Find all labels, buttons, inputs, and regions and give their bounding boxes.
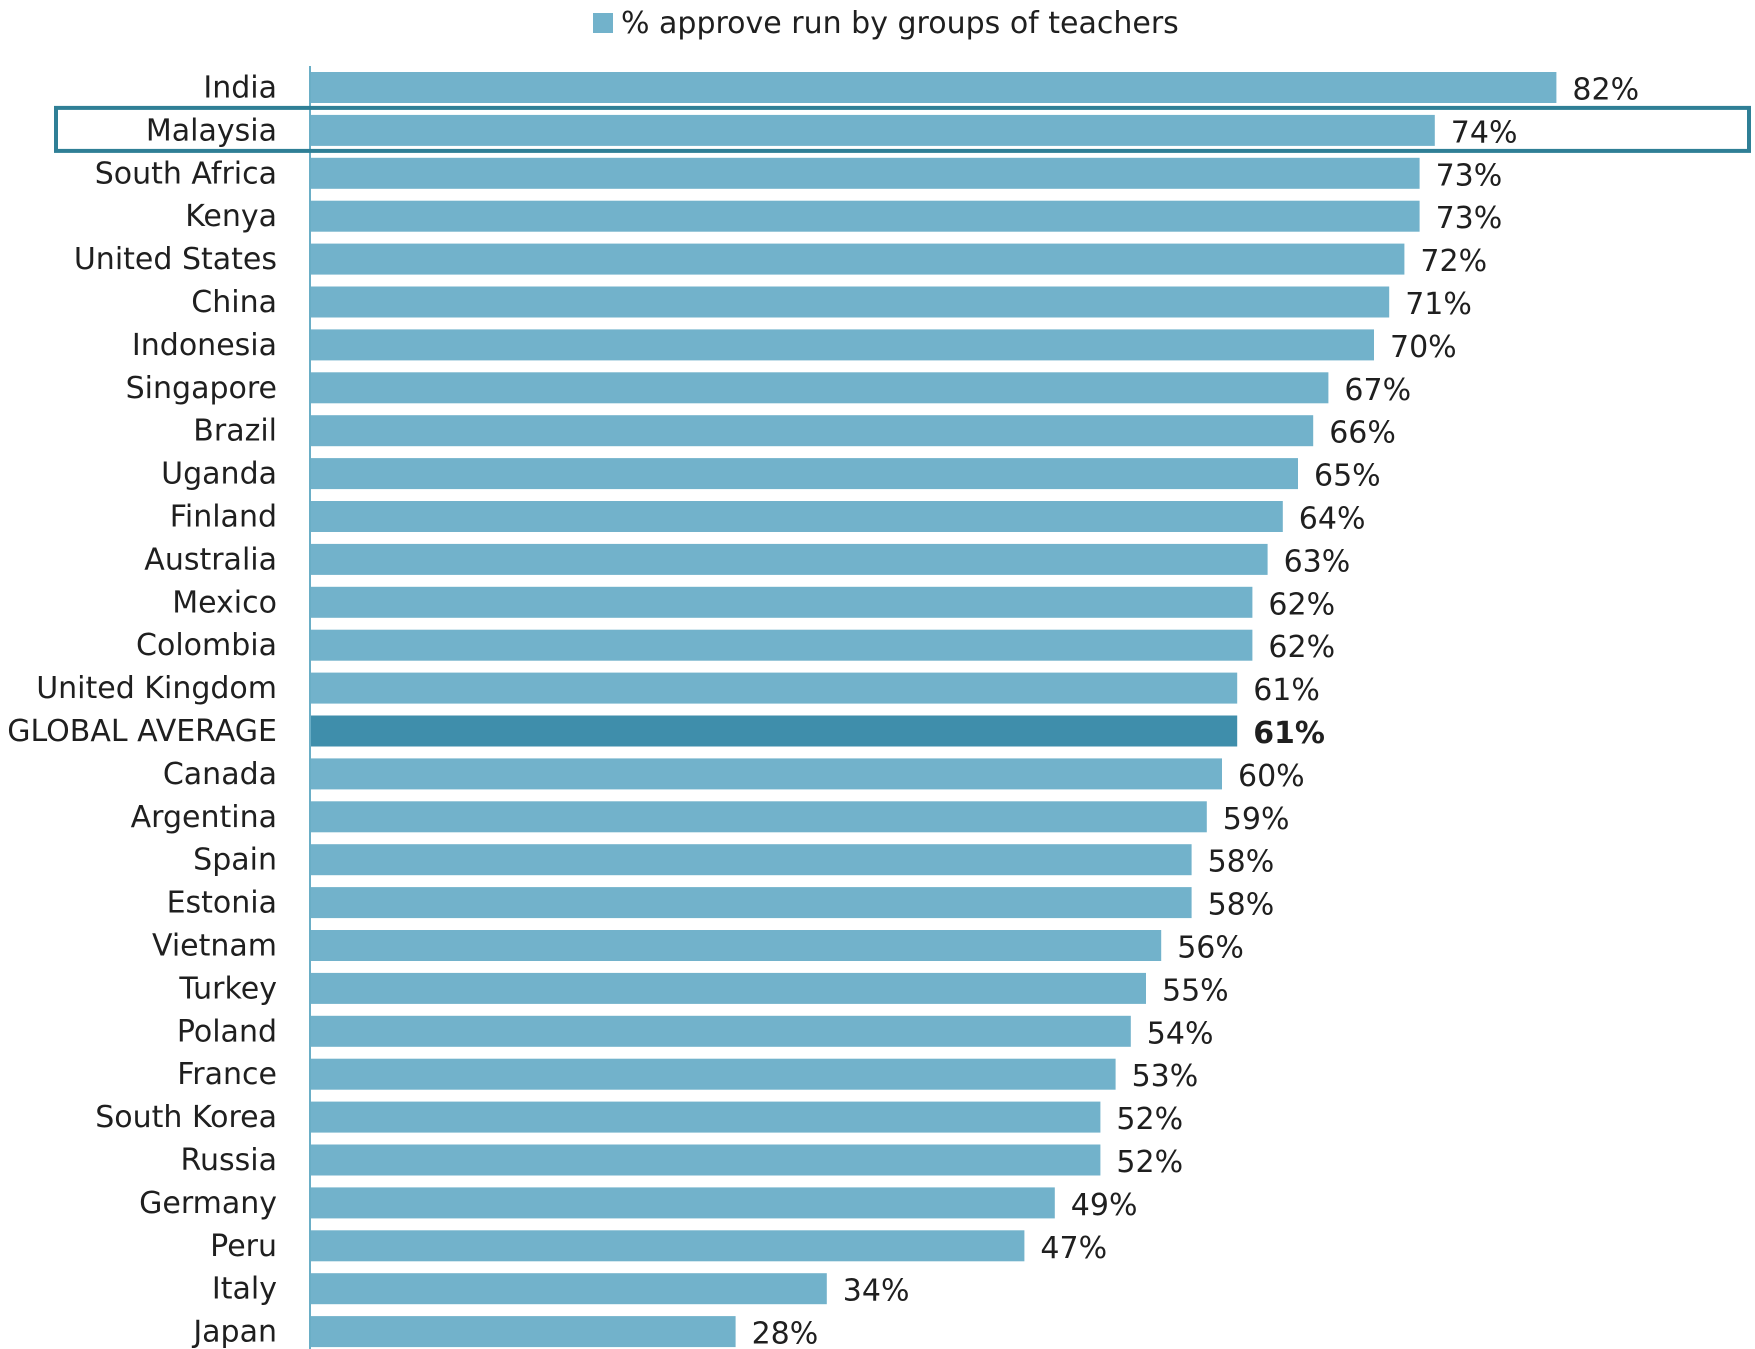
- bar-uganda: [310, 458, 1298, 490]
- category-label-kenya: Kenya: [185, 199, 277, 234]
- value-label-japan: 28%: [752, 1317, 819, 1349]
- category-label-mexico: Mexico: [172, 585, 277, 620]
- value-label-malaysia: 74%: [1451, 115, 1518, 150]
- value-label-australia: 63%: [1284, 544, 1351, 579]
- value-label-poland: 54%: [1147, 1016, 1214, 1051]
- value-label-united-kingdom: 61%: [1253, 673, 1320, 708]
- category-label-vietnam: Vietnam: [152, 929, 277, 964]
- category-label-malaysia: Malaysia: [146, 113, 277, 148]
- category-label-russia: Russia: [181, 1143, 278, 1178]
- bar-france: [310, 1058, 1116, 1090]
- category-label-united-states: United States: [74, 242, 277, 277]
- category-label-india: India: [203, 71, 277, 106]
- value-label-global-average: 61%: [1253, 716, 1325, 751]
- bar-finland: [310, 501, 1283, 532]
- category-label-uganda: Uganda: [161, 457, 277, 492]
- bar-poland: [310, 1015, 1131, 1047]
- value-label-brazil: 66%: [1329, 416, 1396, 451]
- bar-global-average: [310, 715, 1238, 747]
- value-label-india: 82%: [1572, 73, 1639, 108]
- value-labels: 82% 74% 73% 73% 72% 71% 70% 67% 66% 65% 64% 63% 62% 6…: [752, 73, 1639, 1349]
- category-label-australia: Australia: [144, 542, 277, 577]
- bar-russia: [310, 1144, 1101, 1176]
- value-label-singapore: 67%: [1344, 373, 1411, 408]
- legend-swatch: [593, 13, 613, 33]
- bar-indonesia: [310, 329, 1374, 361]
- value-label-mexico: 62%: [1268, 587, 1335, 622]
- bar-vietnam: [310, 930, 1162, 961]
- category-label-italy: Italy: [212, 1272, 277, 1307]
- bar-estonia: [310, 887, 1192, 919]
- category-label-turkey: Turkey: [178, 971, 277, 1006]
- category-label-south-korea: South Korea: [95, 1100, 277, 1135]
- value-label-peru: 47%: [1040, 1231, 1107, 1266]
- category-label-brazil: Brazil: [193, 414, 277, 449]
- value-label-germany: 49%: [1071, 1188, 1138, 1223]
- category-label-germany: Germany: [139, 1186, 277, 1221]
- category-label-singapore: Singapore: [126, 371, 277, 406]
- bar-united-kingdom: [310, 672, 1238, 704]
- category-label-finland: Finland: [170, 500, 277, 535]
- value-label-china: 71%: [1405, 287, 1472, 322]
- category-label-south-africa: South Africa: [95, 156, 277, 191]
- value-label-italy: 34%: [843, 1274, 910, 1309]
- category-label-peru: Peru: [210, 1229, 277, 1264]
- bar-canada: [310, 758, 1222, 790]
- value-label-spain: 58%: [1208, 845, 1275, 880]
- bar-peru: [310, 1230, 1025, 1262]
- bar-india: [310, 72, 1557, 103]
- bar-kenya: [310, 200, 1420, 232]
- value-label-turkey: 55%: [1162, 973, 1229, 1008]
- bar-germany: [310, 1187, 1055, 1219]
- value-label-south-africa: 73%: [1436, 158, 1503, 193]
- highlight-box-malaysia: [54, 105, 1751, 153]
- category-label-estonia: Estonia: [167, 886, 277, 921]
- category-label-global-average: GLOBAL AVERAGE: [7, 714, 277, 749]
- legend: % approve run by groups of teachers: [593, 6, 1179, 41]
- value-label-south-korea: 52%: [1116, 1102, 1183, 1137]
- bar-south-africa: [310, 157, 1420, 189]
- bar-south-korea: [310, 1101, 1101, 1133]
- category-labels: India Malaysia South Africa Kenya United Sta…: [7, 71, 277, 1349]
- bar-brazil: [310, 415, 1314, 447]
- bar-colombia: [310, 629, 1253, 661]
- bar-united-states: [310, 243, 1405, 275]
- bar-turkey: [310, 972, 1146, 1004]
- category-label-united-kingdom: United Kingdom: [36, 671, 277, 706]
- category-label-china: China: [191, 285, 277, 320]
- category-label-indonesia: Indonesia: [132, 328, 277, 363]
- category-label-canada: Canada: [163, 757, 277, 792]
- value-label-argentina: 59%: [1223, 802, 1290, 837]
- bars-group: [310, 72, 1557, 1348]
- value-label-united-states: 72%: [1420, 244, 1487, 279]
- value-label-canada: 60%: [1238, 759, 1305, 794]
- value-label-estonia: 58%: [1208, 888, 1275, 923]
- value-label-vietnam: 56%: [1177, 931, 1244, 966]
- bar-spain: [310, 844, 1192, 876]
- category-label-france: France: [177, 1057, 277, 1092]
- bar-china: [310, 286, 1390, 318]
- category-label-japan: Japan: [191, 1315, 277, 1349]
- value-label-uganda: 65%: [1314, 459, 1381, 494]
- category-label-poland: Poland: [177, 1014, 277, 1049]
- legend-label: % approve run by groups of teachers: [621, 6, 1179, 41]
- value-label-colombia: 62%: [1268, 630, 1335, 665]
- value-label-kenya: 73%: [1436, 201, 1503, 236]
- category-label-colombia: Colombia: [136, 628, 277, 663]
- bar-mexico: [310, 586, 1253, 618]
- bar-italy: [310, 1273, 827, 1305]
- value-label-russia: 52%: [1116, 1145, 1183, 1180]
- bar-japan: [310, 1316, 736, 1348]
- category-label-spain: Spain: [193, 843, 277, 878]
- bar-malaysia: [310, 114, 1435, 146]
- value-label-indonesia: 70%: [1390, 330, 1457, 365]
- bar-singapore: [310, 372, 1329, 404]
- value-label-france: 53%: [1132, 1059, 1199, 1094]
- value-label-finland: 64%: [1299, 502, 1366, 537]
- category-label-argentina: Argentina: [131, 800, 277, 835]
- bar-argentina: [310, 801, 1207, 833]
- bar-australia: [310, 543, 1268, 575]
